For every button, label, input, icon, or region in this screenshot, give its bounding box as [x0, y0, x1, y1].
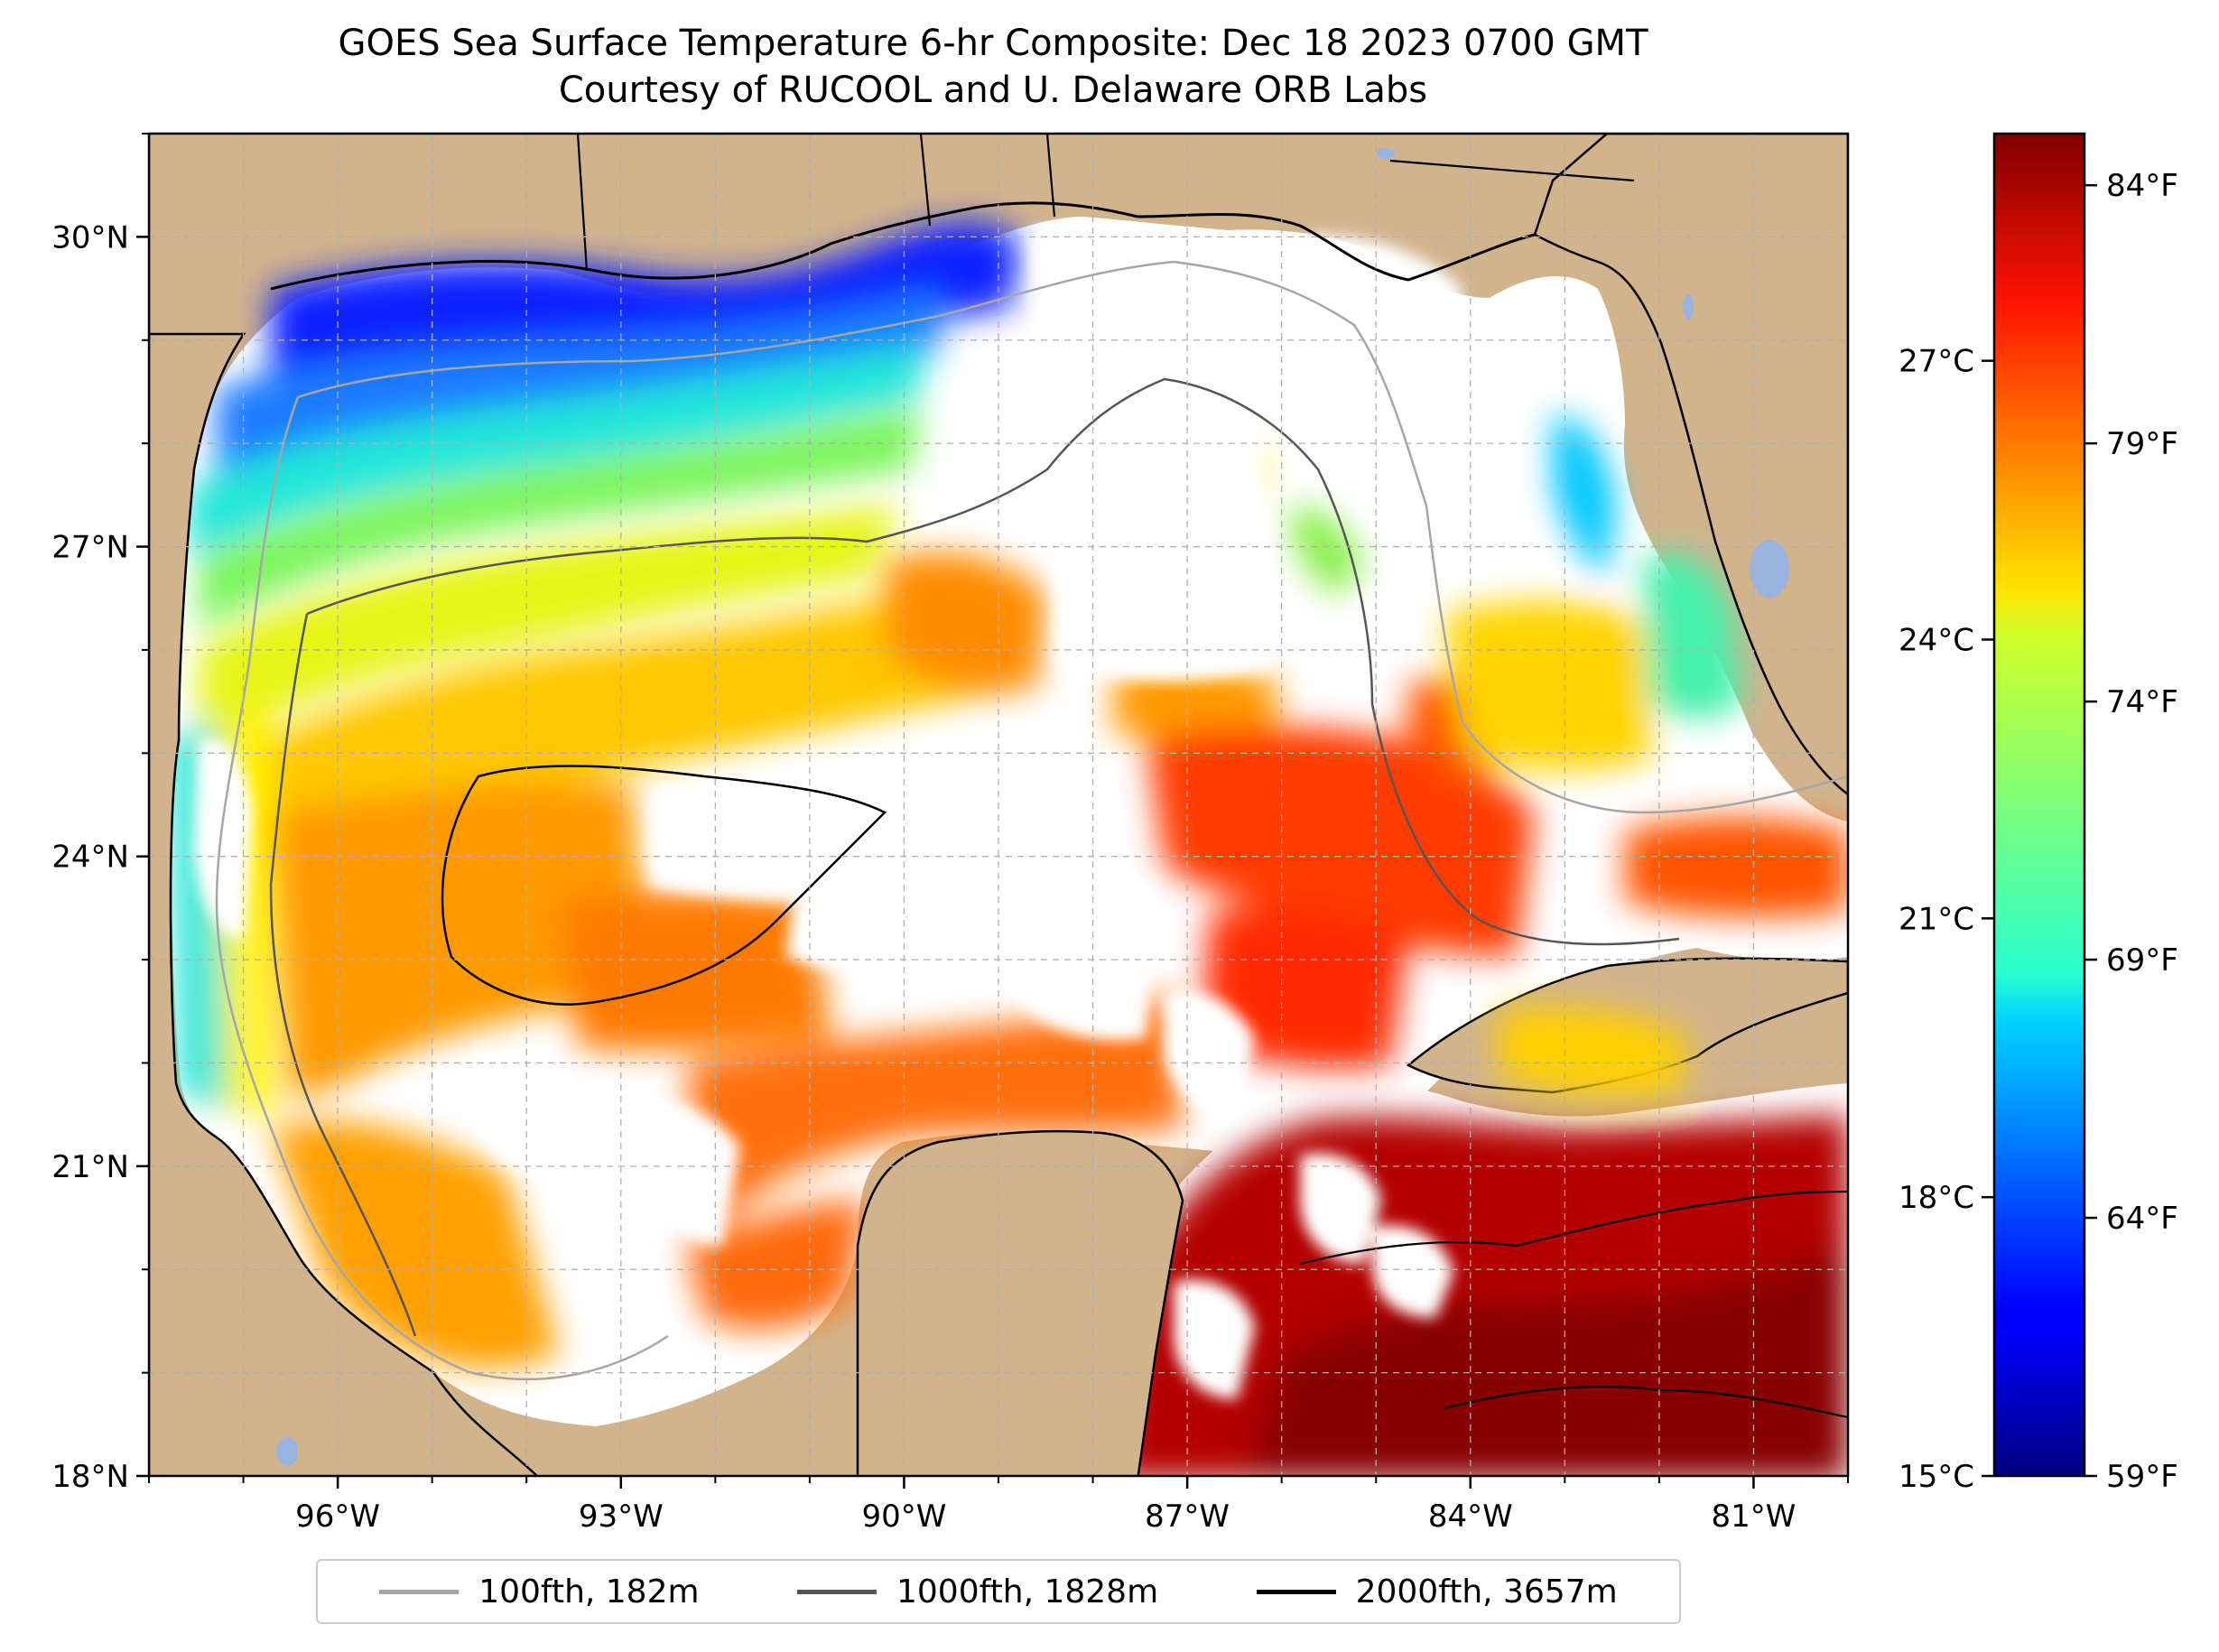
- bathymetry-contours: [215, 260, 1848, 1419]
- state-border: [576, 134, 1635, 272]
- lon-tick-label: 96°W: [295, 1499, 380, 1535]
- lon-tick-label: 87°W: [1145, 1499, 1230, 1535]
- legend-entry: 100fth, 182m: [379, 1573, 700, 1610]
- legend-swatch: [1256, 1589, 1336, 1594]
- longitude-axis: 96°W 93°W 90°W 87°W 84°W 81°W: [148, 1476, 1849, 1535]
- legend-entry: 2000fth, 3657m: [1256, 1573, 1618, 1610]
- colorbar-f-label: 84°F: [2106, 168, 2178, 204]
- map-subtitle: Courtesy of RUCOOL and U. Delaware ORB L…: [558, 70, 1428, 111]
- map-title: GOES Sea Surface Temperature 6-hr Compos…: [338, 23, 1648, 64]
- colorbar-c-label: 18°C: [1899, 1180, 1974, 1216]
- lat-tick-label: 24°N: [51, 840, 129, 876]
- colorbar-f-label: 64°F: [2106, 1201, 2178, 1237]
- lake-okeechobee: [1750, 540, 1789, 598]
- contour-1000fth: [269, 377, 1680, 1337]
- colorbar-f-label: 59°F: [2106, 1459, 2178, 1495]
- legend-label: 1000fth, 1828m: [896, 1573, 1159, 1610]
- mexico-west-coast-land: [149, 134, 539, 1476]
- colorbar-f-label: 74°F: [2106, 684, 2178, 720]
- colorbar-f-label: 69°F: [2106, 942, 2178, 979]
- lon-tick-label: 84°W: [1428, 1499, 1513, 1535]
- gridlines: [149, 134, 1848, 1476]
- lat-tick-label: 27°N: [51, 530, 129, 566]
- colorbar-c-label: 24°C: [1899, 622, 1974, 658]
- colorbar-f-label: 79°F: [2106, 426, 2178, 462]
- colorbar-celsius-axis: 15°C 18°C 21°C 24°C 27°C: [1899, 344, 1994, 1495]
- contour-2000fth: [441, 765, 887, 1006]
- legend-entry: 1000fth, 1828m: [796, 1573, 1159, 1610]
- lon-tick-label: 93°W: [579, 1499, 664, 1535]
- contour-legend: 100fth, 182m 1000fth, 1828m 2000fth, 3657m: [316, 1559, 1681, 1624]
- colorbar: [1992, 132, 2086, 1478]
- contour-100fth: [215, 260, 1848, 1381]
- florida-peninsula: [1533, 134, 1848, 796]
- lat-tick-label: 21°N: [51, 1149, 129, 1185]
- map-area: [149, 134, 1848, 1476]
- lon-tick-label: 81°W: [1711, 1499, 1796, 1535]
- lake-small: [1377, 148, 1395, 159]
- lat-tick-label: 30°N: [51, 219, 129, 255]
- legend-swatch: [379, 1589, 460, 1594]
- lake-small: [1683, 294, 1694, 320]
- colorbar-fahrenheit-axis: 59°F 64°F 69°F 74°F 79°F 84°F: [2084, 168, 2178, 1495]
- lake-small: [276, 1437, 298, 1466]
- legend-label: 2000fth, 3657m: [1355, 1573, 1618, 1610]
- cloud-gaps: [194, 231, 1517, 1399]
- sst-field: [172, 222, 1848, 1476]
- colorbar-c-label: 15°C: [1899, 1459, 1974, 1495]
- lon-tick-label: 90°W: [861, 1499, 946, 1535]
- legend-swatch: [796, 1589, 877, 1594]
- legend-label: 100fth, 182m: [478, 1573, 700, 1610]
- yucatan-peninsula: [856, 1129, 1184, 1476]
- latitude-axis: 18°N 21°N 24°N 27°N 30°N: [51, 133, 149, 1495]
- northern-coastline: [270, 201, 1536, 291]
- contour-2000fth: [1299, 1190, 1848, 1419]
- lat-tick-label: 18°N: [51, 1459, 129, 1495]
- colorbar-c-label: 21°C: [1899, 901, 1974, 937]
- colorbar-c-label: 27°C: [1899, 344, 1974, 380]
